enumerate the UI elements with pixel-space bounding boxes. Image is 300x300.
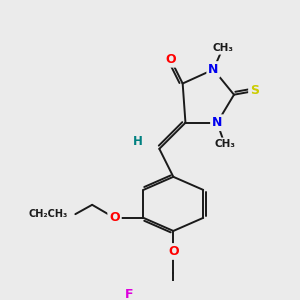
Text: H: H [133,135,143,148]
Text: O: O [109,212,120,224]
Text: N: N [212,116,222,129]
Text: N: N [208,63,219,76]
Text: O: O [165,53,176,66]
Text: F: F [125,288,134,300]
Text: S: S [250,85,259,98]
Text: CH₃: CH₃ [212,43,233,53]
Text: CH₂CH₃: CH₂CH₃ [28,209,68,219]
Text: O: O [168,245,178,258]
Text: CH₃: CH₃ [214,139,235,149]
